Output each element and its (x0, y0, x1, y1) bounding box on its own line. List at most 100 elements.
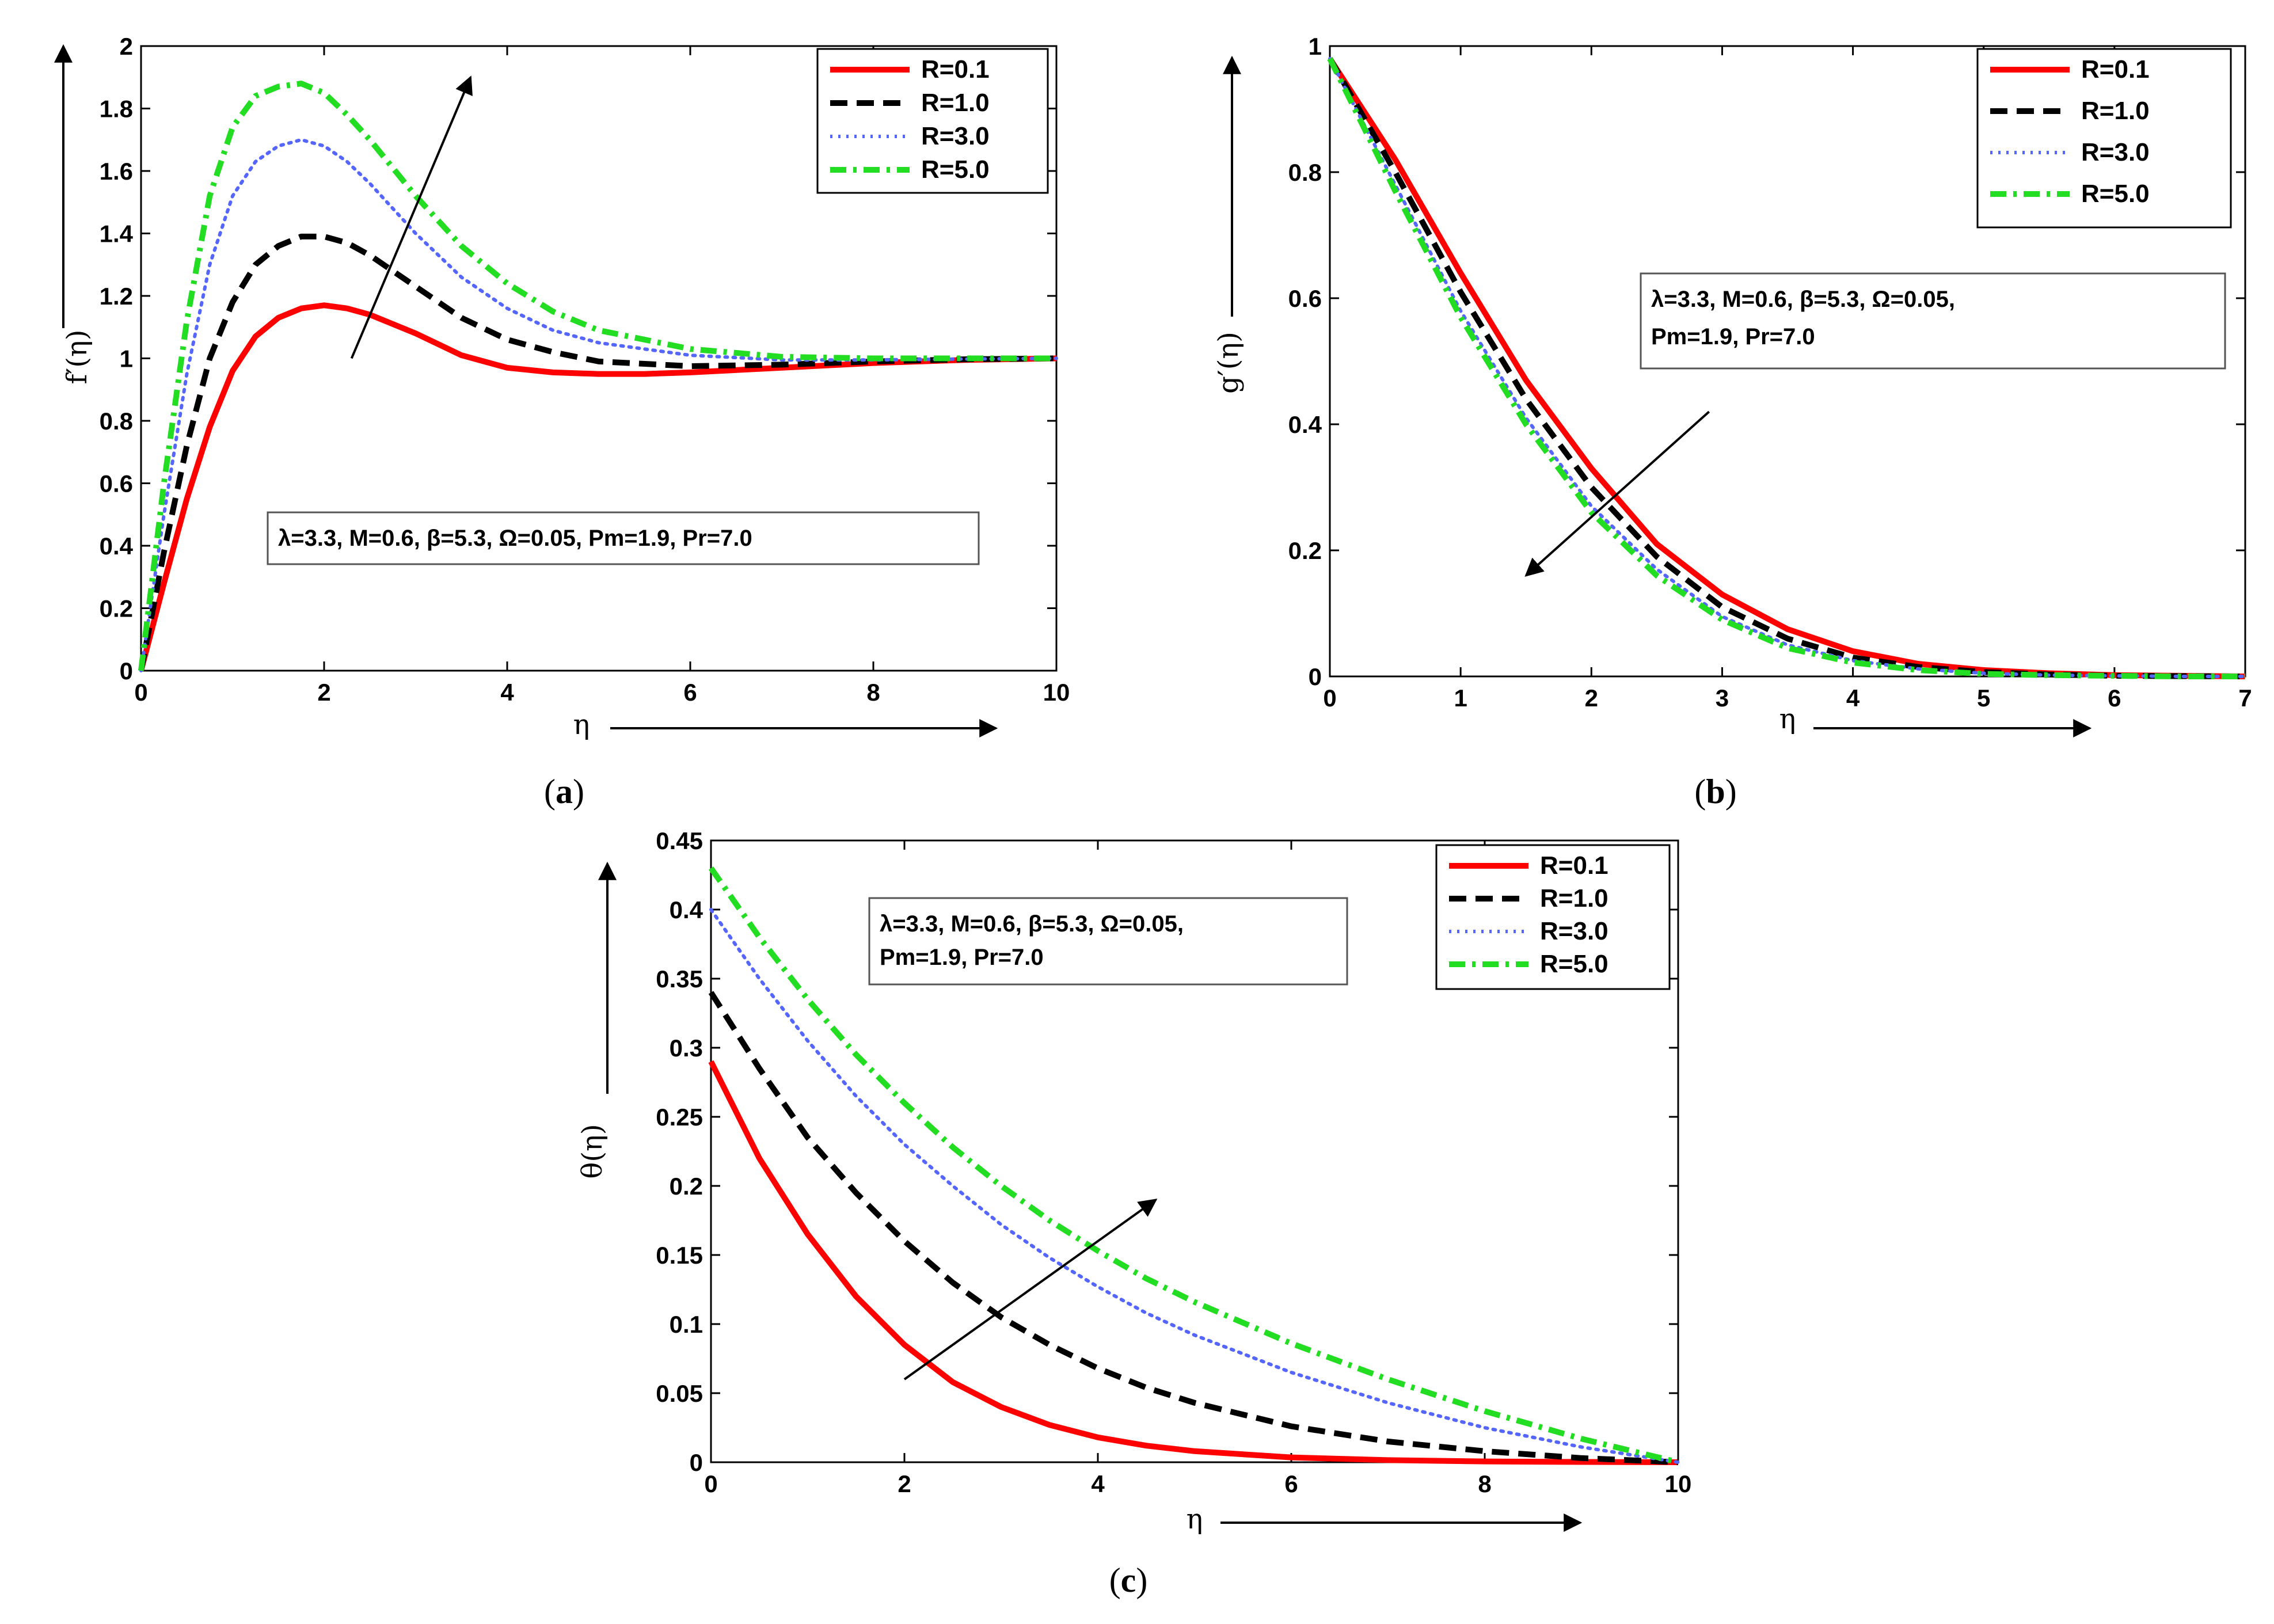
parameter-text: Pm=1.9, Pr=7.0 (1651, 324, 1815, 349)
y-tick-label: 1 (1309, 33, 1322, 60)
series-line-r-5-0 (1327, 57, 2245, 679)
y-tick-label: 0.6 (1288, 285, 1322, 312)
panel-caption: (b) (1694, 773, 1736, 811)
y-axis-label: f′(η) (61, 330, 93, 385)
x-tick-label: 3 (1716, 684, 1729, 712)
series-line-r-0-1 (708, 1060, 1679, 1465)
y-axis-label: θ(η) (576, 1124, 609, 1178)
legend-label: R=1.0 (2081, 97, 2150, 125)
y-tick-label: 0.4 (1288, 411, 1322, 438)
x-tick-label: 0 (704, 1470, 717, 1497)
x-tick-label: 6 (1284, 1470, 1298, 1497)
x-tick-label: 10 (1043, 679, 1070, 706)
panel-caption: (a) (544, 773, 584, 811)
y-tick-label: 0.2 (100, 595, 133, 622)
y-tick-label: 0.2 (1288, 537, 1322, 564)
legend-label: R=3.0 (1540, 917, 1608, 945)
x-tick-label: 6 (2108, 684, 2121, 712)
y-tick-label: 0.25 (656, 1104, 703, 1131)
caption-paren: ) (1725, 773, 1737, 811)
legend-label: R=1.0 (921, 89, 990, 117)
series-line-r-3-0 (1328, 56, 2247, 678)
x-tick-label: 8 (866, 679, 880, 706)
y-tick-label: 0.4 (670, 896, 704, 923)
x-axis-label: η (573, 709, 590, 741)
trend-arrow (1524, 410, 1710, 577)
parameter-box (267, 511, 980, 565)
y-tick-label: 0.8 (100, 408, 133, 435)
x-axis-label: η (1779, 703, 1796, 735)
parameter-box (868, 897, 1348, 986)
x-tick-label: 4 (1846, 684, 1860, 712)
caption-paren: ( (1694, 773, 1706, 811)
y-tick-label: 0.15 (656, 1242, 703, 1269)
legend-label: R=5.0 (921, 155, 990, 184)
y-tick-label: 0.3 (670, 1035, 703, 1062)
legend-label: R=5.0 (2081, 180, 2150, 208)
series-line-r-0-1 (138, 302, 1057, 672)
y-tick-label: 0 (690, 1449, 703, 1476)
legend-box (1976, 48, 2232, 229)
caption-letter: c (1121, 1561, 1136, 1599)
y-tick-label: 0 (1309, 663, 1322, 690)
y-tick-label: 0.8 (1288, 159, 1322, 186)
parameter-text: λ=3.3, M=0.6, β=5.3, Ω=0.05, (880, 911, 1184, 937)
parameter-text: λ=3.3, M=0.6, β=5.3, Ω=0.05, Pm=1.9, Pr=… (278, 526, 752, 551)
series-line-r-3-0 (139, 138, 1058, 672)
series-line-r-1-0 (138, 233, 1057, 671)
trend-arrow (903, 1199, 1158, 1380)
chart-a: 0 2 4 6 8 10 0 0.2 0.4 0.6 0.8 1 1.2 1.4 1.6 1.8 2 λ=3.3,… (54, 33, 1070, 811)
trend-arrow (350, 75, 473, 359)
x-tick-label: 7 (2238, 684, 2252, 712)
x-tick-label: 1 (1454, 684, 1467, 712)
y-tick-label: 0.05 (656, 1380, 703, 1407)
legend-label: R=3.0 (2081, 138, 2150, 166)
x-tick-label: 4 (1091, 1470, 1105, 1497)
y-tick-label: 0.45 (656, 827, 703, 854)
series-line-r-5-0 (138, 81, 1056, 671)
caption-paren: ( (1109, 1561, 1121, 1599)
y-tick-label: 0.2 (670, 1173, 703, 1200)
y-tick-label: 1.6 (100, 158, 133, 185)
panel-caption: (c) (1109, 1561, 1148, 1599)
y-tick-label: 1.2 (100, 283, 133, 310)
x-tick-label: 2 (1585, 684, 1598, 712)
parameter-box (1640, 272, 2226, 370)
y-axis-label: g′(η) (1212, 332, 1245, 394)
legend-label: R=0.1 (2081, 55, 2150, 83)
chart-c: 0 2 4 6 8 10 0 0.05 0.1 0.15 0.2 0.25 0.3 0.35 0.4 0.45… (576, 827, 1691, 1599)
y-tick-label: 0 (120, 657, 133, 684)
caption-letter: a (556, 773, 573, 811)
legend-label: R=3.0 (921, 122, 990, 150)
caption-letter: b (1706, 773, 1725, 811)
x-tick-label: 8 (1478, 1470, 1491, 1497)
caption-paren: ) (573, 773, 584, 811)
series-line-r-3-0 (709, 908, 1680, 1464)
parameter-text: Pm=1.9, Pr=7.0 (880, 945, 1044, 970)
y-tick-label: 0.1 (670, 1311, 703, 1338)
x-tick-label: 5 (1977, 684, 1990, 712)
x-tick-label: 10 (1665, 1470, 1692, 1497)
x-axis-label: η (1187, 1503, 1203, 1535)
x-tick-label: 2 (898, 1470, 911, 1497)
y-tick-label: 1.4 (100, 220, 134, 248)
legend-label: R=0.1 (1540, 851, 1608, 880)
y-tick-label: 1 (120, 345, 133, 372)
y-tick-label: 0.6 (100, 470, 133, 497)
x-tick-label: 0 (1323, 684, 1336, 712)
caption-paren: ( (544, 773, 556, 811)
caption-paren: ) (1136, 1561, 1147, 1599)
y-tick-label: 0.4 (100, 533, 134, 560)
legend-label: R=1.0 (1540, 884, 1608, 912)
y-tick-label: 0.35 (656, 965, 703, 992)
x-tick-label: 4 (500, 679, 514, 706)
legend-label: R=0.1 (921, 55, 990, 83)
parameter-text: λ=3.3, M=0.6, β=5.3, Ω=0.05, (1651, 287, 1955, 312)
x-tick-label: 6 (683, 679, 697, 706)
y-tick-label: 1.8 (100, 96, 133, 123)
x-tick-label: 0 (134, 679, 147, 706)
legend-label: R=5.0 (1540, 950, 1608, 978)
x-tick-label: 2 (317, 679, 330, 706)
y-tick-label: 2 (120, 33, 133, 60)
